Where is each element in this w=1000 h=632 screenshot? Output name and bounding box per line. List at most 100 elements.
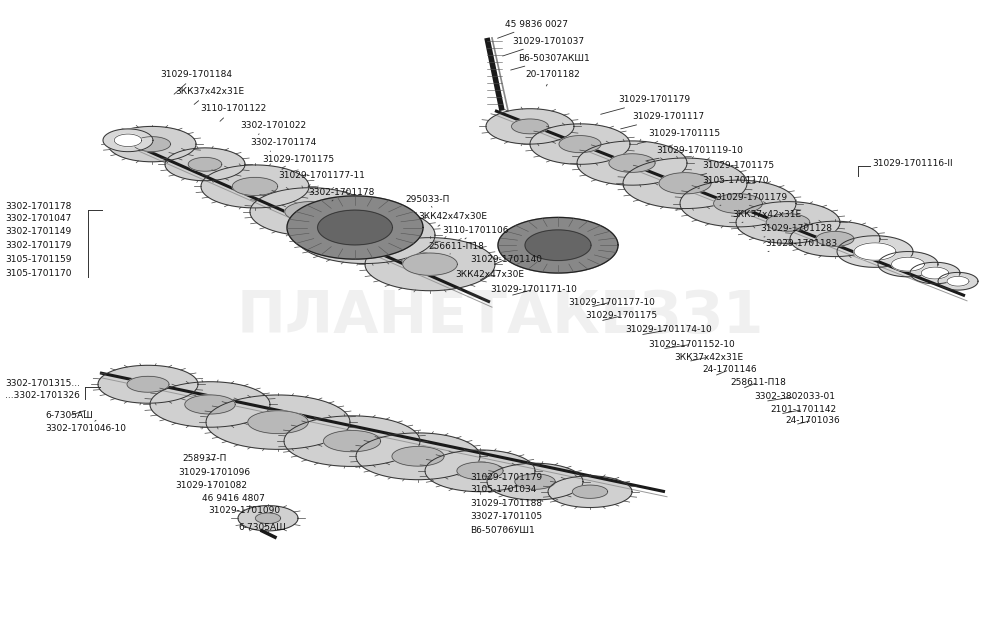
Polygon shape	[188, 157, 222, 171]
Text: 45 9836 0027: 45 9836 0027	[498, 20, 568, 38]
Text: 20-1701182: 20-1701182	[525, 70, 580, 86]
Text: 2101-1701142: 2101-1701142	[770, 405, 836, 414]
Polygon shape	[238, 506, 298, 531]
Polygon shape	[285, 202, 335, 222]
Polygon shape	[356, 433, 480, 480]
Polygon shape	[714, 193, 762, 214]
Polygon shape	[548, 476, 632, 507]
Text: 3302-1701022: 3302-1701022	[240, 121, 306, 135]
Polygon shape	[487, 463, 583, 500]
Polygon shape	[150, 382, 270, 427]
Polygon shape	[323, 430, 381, 452]
Polygon shape	[736, 202, 840, 243]
Polygon shape	[680, 180, 796, 227]
Text: 31029-1701175: 31029-1701175	[262, 155, 334, 169]
Polygon shape	[108, 126, 196, 162]
Polygon shape	[572, 485, 608, 498]
Polygon shape	[392, 446, 444, 466]
Text: 3302-3802033-01: 3302-3802033-01	[754, 392, 835, 401]
Polygon shape	[103, 129, 153, 152]
Polygon shape	[878, 252, 938, 277]
Text: 3302-1701046-10: 3302-1701046-10	[45, 420, 126, 433]
Polygon shape	[530, 124, 630, 164]
Text: 3110-1701122: 3110-1701122	[200, 104, 266, 121]
Polygon shape	[287, 196, 423, 259]
Text: 31029-1701184: 31029-1701184	[160, 70, 232, 94]
Polygon shape	[498, 217, 618, 273]
Text: В6-50307АКШ1: В6-50307АКШ1	[511, 54, 590, 70]
Polygon shape	[295, 207, 435, 264]
Polygon shape	[766, 214, 810, 231]
Text: 31029-1701175: 31029-1701175	[585, 312, 657, 320]
Text: 31029-1701174-10: 31029-1701174-10	[625, 325, 712, 334]
Polygon shape	[921, 267, 949, 279]
Text: 256611-П18: 256611-П18	[428, 242, 484, 254]
Text: 3302-1701047: 3302-1701047	[5, 214, 71, 223]
Polygon shape	[947, 276, 969, 286]
Text: 31029-1701152-10: 31029-1701152-10	[648, 340, 735, 349]
Text: 31029-1701082: 31029-1701082	[175, 481, 247, 490]
Polygon shape	[659, 173, 711, 194]
Polygon shape	[206, 395, 350, 449]
Text: 3302-1701179: 3302-1701179	[5, 241, 71, 250]
Polygon shape	[165, 148, 245, 181]
Text: 31029-1701179: 31029-1701179	[601, 95, 690, 114]
Text: 46 9416 4807: 46 9416 4807	[202, 494, 265, 502]
Text: 6-7305АШ: 6-7305АШ	[45, 410, 93, 420]
Text: 31029-1701090: 31029-1701090	[208, 506, 280, 515]
Text: 3302-1701178: 3302-1701178	[5, 202, 71, 210]
Polygon shape	[425, 450, 535, 492]
Text: 31029-1701177-11: 31029-1701177-11	[278, 171, 365, 186]
Polygon shape	[336, 223, 394, 247]
Polygon shape	[134, 137, 170, 152]
Text: 31029-1701175: 31029-1701175	[701, 161, 774, 175]
Text: 3КК37х42х31Е: 3КК37х42х31Е	[175, 87, 244, 104]
Text: 3302-1701174: 3302-1701174	[250, 138, 316, 151]
Text: 24-1701036: 24-1701036	[785, 416, 840, 425]
Polygon shape	[790, 221, 880, 257]
Text: 31029-1701177-10: 31029-1701177-10	[568, 298, 655, 307]
Polygon shape	[127, 376, 169, 392]
Text: 31029-1701119-10: 31029-1701119-10	[647, 146, 743, 161]
Text: 3105-1701170: 3105-1701170	[5, 269, 72, 277]
Polygon shape	[525, 230, 591, 260]
Text: 31029-1701179: 31029-1701179	[715, 193, 787, 205]
Text: 31029-1701037: 31029-1701037	[503, 37, 584, 56]
Text: 3302-1701315...: 3302-1701315...	[5, 379, 80, 387]
Text: 258937-П: 258937-П	[182, 454, 226, 463]
Polygon shape	[512, 119, 548, 134]
Text: 3КК42х47х30Е: 3КК42х47х30Е	[418, 212, 487, 226]
Text: В6-50706УШ1: В6-50706УШ1	[470, 526, 535, 535]
Polygon shape	[892, 257, 924, 271]
Polygon shape	[232, 178, 278, 195]
Polygon shape	[318, 210, 392, 245]
Text: 33027-1701105: 33027-1701105	[470, 513, 542, 521]
Text: 31029-1701128: 31029-1701128	[760, 224, 832, 237]
Text: 24-1701146: 24-1701146	[702, 365, 757, 375]
Polygon shape	[577, 141, 687, 185]
Polygon shape	[255, 513, 281, 523]
Text: 3105-1701170: 3105-1701170	[698, 176, 768, 188]
Polygon shape	[365, 238, 495, 291]
Polygon shape	[185, 395, 235, 414]
Polygon shape	[250, 188, 370, 236]
Text: 3КК37х42х31Е: 3КК37х42х31Е	[674, 353, 743, 362]
Text: 31029-1701096: 31029-1701096	[178, 468, 250, 477]
Polygon shape	[854, 243, 896, 260]
Polygon shape	[248, 411, 308, 434]
Polygon shape	[486, 109, 574, 144]
Polygon shape	[623, 158, 747, 209]
Polygon shape	[910, 262, 960, 284]
Polygon shape	[201, 165, 309, 208]
Text: 31029-1701140: 31029-1701140	[470, 255, 542, 264]
Polygon shape	[457, 462, 503, 480]
Text: 31029-1701116-II: 31029-1701116-II	[872, 159, 953, 167]
Text: 3КК42х47х30Е: 3КК42х47х30Е	[455, 270, 524, 280]
Polygon shape	[816, 231, 854, 246]
Text: 31029-1701179: 31029-1701179	[470, 473, 542, 482]
Polygon shape	[284, 416, 420, 466]
Polygon shape	[938, 272, 978, 290]
Text: 3302-1701149: 3302-1701149	[5, 227, 71, 236]
Polygon shape	[98, 365, 198, 403]
Polygon shape	[559, 136, 601, 152]
